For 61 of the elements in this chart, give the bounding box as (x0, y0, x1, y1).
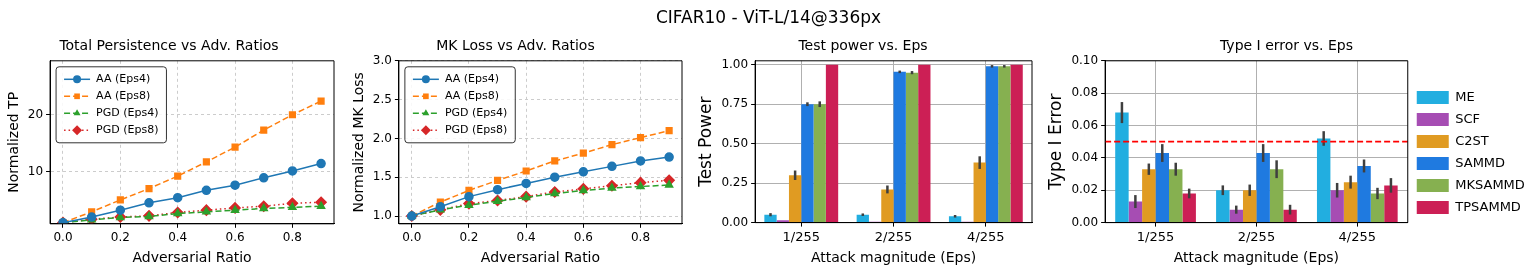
x-tick-label: 0.0 (53, 230, 73, 245)
legend-label: AA (Eps8) (96, 89, 151, 103)
y-tick-label: 0.00 (1071, 214, 1099, 229)
x-tick-label: 0.8 (630, 230, 651, 245)
x-tick-label: 2/255 (874, 228, 913, 244)
legend-label: ME (1455, 88, 1475, 104)
x-tick-label: 1/255 (1136, 228, 1175, 244)
x-axis-title: Adversarial Ratio (480, 249, 601, 266)
chart-title: Type I error vs. Eps (1218, 37, 1354, 54)
x-axis-title: Attack magnitude (Eps) (1173, 249, 1340, 266)
chart-title: Total Persistence vs Adv. Ratios (58, 37, 279, 54)
x-tick-label: 0.2 (110, 230, 130, 245)
x-tick-label: 2/255 (1237, 228, 1276, 244)
legend-label: PGD (Eps8) (444, 123, 508, 137)
y-tick-label: 20 (27, 106, 44, 121)
y-tick-label: 0.25 (721, 175, 749, 190)
y-tick-label: 0.08 (1071, 85, 1099, 100)
x-tick-label: 0.6 (225, 230, 245, 245)
y-tick-label: 1.5 (372, 169, 392, 184)
legend-label: AA (Eps4) (444, 72, 499, 86)
x-tick-label: 0.4 (516, 230, 536, 245)
y-tick-label: 0.00 (721, 214, 749, 229)
x-tick-label: 0.2 (459, 230, 479, 245)
x-axis-title: Attack magnitude (Eps) (810, 249, 977, 266)
y-axis-title: Test Power (694, 96, 715, 188)
x-tick-label: 0.4 (168, 230, 188, 245)
x-tick-label: 1/255 (782, 228, 820, 244)
legend-label: AA (Eps8) (444, 89, 499, 103)
y-tick-label: 0.75 (721, 96, 749, 111)
y-tick-label: 10 (27, 163, 44, 178)
chart-title: Test power vs. Eps (797, 37, 928, 54)
y-tick-label: 1.00 (721, 56, 749, 71)
legend-label: SAMMD (1455, 154, 1506, 170)
x-axis-title: Adversarial Ratio (132, 249, 252, 266)
chart-title: MK Loss vs Adv. Ratios (436, 37, 595, 54)
legend-label: AA (Eps4) (96, 72, 151, 86)
y-tick-label: 0.04 (1071, 150, 1099, 165)
y-tick-label: 2.5 (372, 91, 392, 106)
x-tick-label: 0.8 (282, 230, 302, 245)
y-tick-label: 0.06 (1071, 117, 1099, 132)
y-tick-label: 1.0 (372, 208, 392, 223)
text: CIFAR10 - ViT-L/14@336px (655, 7, 882, 27)
legend-label: SCF (1455, 110, 1481, 126)
legend-label: PGD (Eps8) (96, 123, 159, 137)
y-axis-title: Normalized MK Loss (350, 72, 367, 213)
x-tick-label: 4/255 (1338, 228, 1377, 244)
legend-label: PGD (Eps4) (96, 106, 159, 120)
legend-label: PGD (Eps4) (444, 106, 508, 120)
y-tick-label: 0.02 (1071, 182, 1099, 197)
legend-label: TPSAMMD (1454, 198, 1521, 214)
legend-label: C2ST (1455, 132, 1489, 148)
x-tick-label: 4/255 (967, 228, 1005, 244)
y-tick-label: 0.10 (1071, 52, 1099, 67)
legend-label: MKSAMMD (1455, 176, 1525, 192)
x-tick-label: 0.0 (402, 230, 422, 245)
y-tick-label: 2.0 (372, 130, 392, 145)
y-axis-title: Type I Error (1044, 93, 1065, 191)
x-tick-label: 0.6 (573, 230, 593, 245)
y-tick-label: 3.0 (372, 52, 392, 67)
y-tick-label: 0.50 (721, 135, 749, 150)
y-axis-title: Normalized TP (5, 91, 22, 193)
